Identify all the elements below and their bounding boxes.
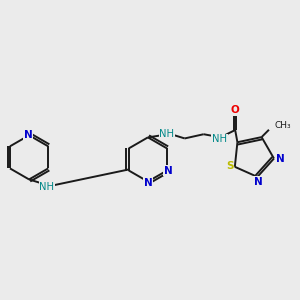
Text: NH: NH — [159, 129, 174, 139]
Text: O: O — [231, 105, 239, 115]
Text: NH: NH — [212, 134, 227, 145]
Text: S: S — [226, 161, 233, 171]
Text: N: N — [276, 154, 285, 164]
Text: N: N — [164, 166, 172, 176]
Text: N: N — [143, 178, 152, 188]
Text: N: N — [254, 177, 263, 187]
Text: N: N — [24, 130, 32, 140]
Text: CH₃: CH₃ — [274, 121, 291, 130]
Text: NH: NH — [40, 182, 55, 192]
